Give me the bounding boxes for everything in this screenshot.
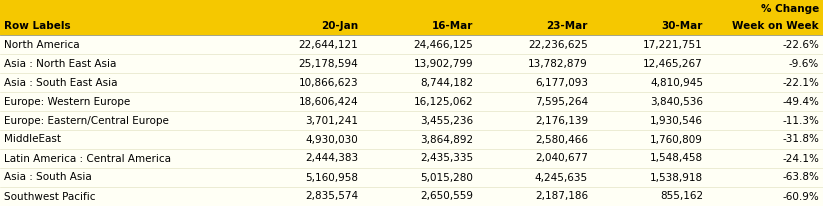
Text: 3,864,892: 3,864,892: [420, 135, 473, 144]
Text: 16,125,062: 16,125,062: [413, 96, 473, 107]
Text: 2,435,335: 2,435,335: [420, 153, 473, 164]
Text: 2,580,466: 2,580,466: [535, 135, 588, 144]
Text: 22,236,625: 22,236,625: [528, 40, 588, 49]
Text: 30-Mar: 30-Mar: [662, 21, 703, 31]
Text: 22,644,121: 22,644,121: [298, 40, 358, 49]
Bar: [0, 35, 823, 54]
Text: 3,701,241: 3,701,241: [305, 116, 358, 125]
Text: -24.1%: -24.1%: [782, 153, 819, 164]
Text: 2,650,559: 2,650,559: [420, 192, 473, 201]
Text: 18,606,424: 18,606,424: [299, 96, 358, 107]
Bar: [0, 168, 823, 187]
Text: 13,782,879: 13,782,879: [528, 59, 588, 69]
Bar: [0, 92, 823, 111]
Text: Europe: Western Europe: Europe: Western Europe: [4, 96, 130, 107]
Text: 16-Mar: 16-Mar: [431, 21, 473, 31]
Text: Asia : North East Asia: Asia : North East Asia: [4, 59, 116, 69]
Text: Week on Week: Week on Week: [732, 21, 819, 31]
Bar: [0, 187, 823, 206]
Text: Southwest Pacific: Southwest Pacific: [4, 192, 95, 201]
Text: 4,930,030: 4,930,030: [305, 135, 358, 144]
Text: 5,160,958: 5,160,958: [305, 172, 358, 183]
Text: Asia : South Asia: Asia : South Asia: [4, 172, 91, 183]
Text: -22.6%: -22.6%: [782, 40, 819, 49]
Text: 4,245,635: 4,245,635: [535, 172, 588, 183]
Text: Asia : South East Asia: Asia : South East Asia: [4, 77, 118, 88]
Text: 10,866,623: 10,866,623: [299, 77, 358, 88]
Text: 23-Mar: 23-Mar: [546, 21, 588, 31]
Text: -11.3%: -11.3%: [782, 116, 819, 125]
Text: 2,187,186: 2,187,186: [535, 192, 588, 201]
Text: MiddleEast: MiddleEast: [4, 135, 61, 144]
Text: 2,835,574: 2,835,574: [305, 192, 358, 201]
Text: 1,548,458: 1,548,458: [650, 153, 703, 164]
Text: 5,015,280: 5,015,280: [420, 172, 473, 183]
Bar: [0, 130, 823, 149]
Text: Row Labels: Row Labels: [4, 21, 71, 31]
Text: -22.1%: -22.1%: [782, 77, 819, 88]
Text: 1,538,918: 1,538,918: [650, 172, 703, 183]
Text: 25,178,594: 25,178,594: [298, 59, 358, 69]
Text: 1,930,546: 1,930,546: [650, 116, 703, 125]
Text: 2,176,139: 2,176,139: [535, 116, 588, 125]
Text: 7,595,264: 7,595,264: [535, 96, 588, 107]
Text: Europe: Eastern/Central Europe: Europe: Eastern/Central Europe: [4, 116, 169, 125]
Text: 3,840,536: 3,840,536: [650, 96, 703, 107]
Bar: [0, 111, 823, 130]
Text: 2,040,677: 2,040,677: [535, 153, 588, 164]
Text: -60.9%: -60.9%: [782, 192, 819, 201]
Text: North America: North America: [4, 40, 80, 49]
Text: 8,744,182: 8,744,182: [420, 77, 473, 88]
Text: 24,466,125: 24,466,125: [413, 40, 473, 49]
Text: -49.4%: -49.4%: [782, 96, 819, 107]
Text: 1,760,809: 1,760,809: [650, 135, 703, 144]
Text: 3,455,236: 3,455,236: [420, 116, 473, 125]
Bar: [0, 54, 823, 73]
Text: Latin America : Central America: Latin America : Central America: [4, 153, 171, 164]
Bar: [0, 149, 823, 168]
Text: 6,177,093: 6,177,093: [535, 77, 588, 88]
Text: % Change: % Change: [760, 4, 819, 14]
Text: 4,810,945: 4,810,945: [650, 77, 703, 88]
Bar: [0, 73, 823, 92]
Text: -63.8%: -63.8%: [782, 172, 819, 183]
Text: 855,162: 855,162: [660, 192, 703, 201]
Text: 12,465,267: 12,465,267: [644, 59, 703, 69]
Text: 13,902,799: 13,902,799: [413, 59, 473, 69]
Text: 20-Jan: 20-Jan: [321, 21, 358, 31]
Text: -31.8%: -31.8%: [782, 135, 819, 144]
Text: -9.6%: -9.6%: [788, 59, 819, 69]
Bar: [0, 0, 823, 35]
Text: 17,221,751: 17,221,751: [644, 40, 703, 49]
Text: 2,444,383: 2,444,383: [305, 153, 358, 164]
